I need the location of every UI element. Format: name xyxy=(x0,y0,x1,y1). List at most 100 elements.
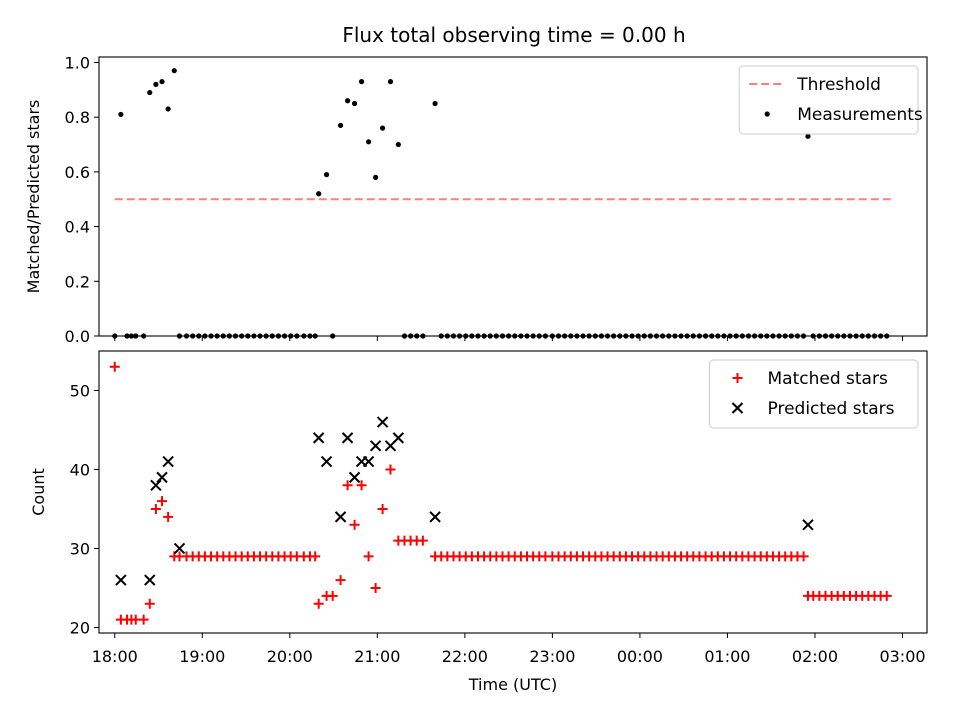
data-point xyxy=(320,455,333,468)
data-point xyxy=(592,333,598,339)
data-point xyxy=(150,479,162,491)
data-point xyxy=(362,455,375,468)
x-tick-label: 22:00 xyxy=(442,647,488,666)
data-point xyxy=(379,125,386,131)
data-point xyxy=(800,333,807,339)
data-point xyxy=(580,333,586,339)
data-point xyxy=(349,519,360,530)
data-point xyxy=(647,333,654,339)
data-point xyxy=(847,333,853,339)
data-point xyxy=(568,333,574,339)
y-tick-label: 1.0 xyxy=(65,53,90,72)
data-point xyxy=(733,333,739,339)
data-point xyxy=(239,333,245,339)
data-point xyxy=(758,333,764,339)
data-point xyxy=(124,333,130,339)
y-tick-label: 50 xyxy=(70,381,90,400)
top-panel: 0.0 0.2 0.4 0.6 0.8 1.0 Matched/Predicted star… xyxy=(24,53,928,346)
data-point xyxy=(865,333,871,339)
data-point xyxy=(147,89,153,96)
data-point xyxy=(739,333,745,339)
data-point xyxy=(463,333,469,339)
data-point xyxy=(623,333,629,339)
legend: Threshold Measurements xyxy=(738,65,923,135)
data-point xyxy=(176,333,183,339)
data-point xyxy=(341,432,354,444)
data-point xyxy=(118,111,124,118)
data-point xyxy=(794,333,801,339)
data-point xyxy=(469,333,475,339)
x-tick-label: 02:00 xyxy=(792,647,838,666)
data-point xyxy=(745,333,752,339)
data-point xyxy=(672,333,678,339)
data-point xyxy=(721,333,727,339)
data-point xyxy=(574,333,580,339)
data-point xyxy=(138,614,149,625)
data-point xyxy=(377,503,388,514)
series-matched-stars xyxy=(109,361,892,625)
x-tick-label: 00:00 xyxy=(617,647,663,666)
data-point xyxy=(881,590,892,601)
data-point xyxy=(376,416,389,428)
data-point xyxy=(269,333,275,339)
data-point xyxy=(171,68,177,74)
y-tick-label: 30 xyxy=(70,539,90,558)
data-point xyxy=(555,333,562,339)
data-point xyxy=(335,575,346,586)
y-tick-label: 0.6 xyxy=(65,163,90,182)
legend-label: Threshold xyxy=(796,75,881,95)
data-point xyxy=(414,333,420,339)
data-point xyxy=(828,333,835,339)
y-tick-label: 0.8 xyxy=(65,108,90,127)
data-point xyxy=(666,333,672,339)
data-point xyxy=(226,333,233,339)
data-point xyxy=(327,590,338,601)
data-point xyxy=(372,174,379,180)
data-point xyxy=(782,333,788,339)
x-tick-label: 21:00 xyxy=(354,647,400,666)
data-point xyxy=(162,455,174,468)
legend-swatch xyxy=(731,402,744,414)
data-point xyxy=(392,432,405,444)
data-point xyxy=(653,333,660,339)
data-point xyxy=(530,333,536,339)
data-point xyxy=(156,471,168,484)
legend-box xyxy=(738,65,919,135)
data-point xyxy=(208,333,214,339)
data-point xyxy=(696,333,703,339)
data-point xyxy=(351,100,358,107)
data-point xyxy=(853,333,859,339)
data-point xyxy=(629,333,635,339)
y-tick-label: 20 xyxy=(70,618,90,637)
data-point xyxy=(165,106,171,112)
data-point xyxy=(542,333,548,339)
data-point xyxy=(635,333,641,339)
legend: Matched stars Predicted stars xyxy=(709,359,919,429)
data-point xyxy=(798,551,809,562)
data-point xyxy=(385,464,396,475)
data-point xyxy=(358,79,365,85)
data-point xyxy=(281,333,288,339)
data-point xyxy=(884,333,890,339)
data-point xyxy=(337,122,344,128)
data-point xyxy=(506,333,512,339)
data-point xyxy=(407,333,414,339)
data-point xyxy=(196,333,202,339)
x-tick-label: 23:00 xyxy=(529,647,575,666)
data-point xyxy=(429,511,441,523)
data-point xyxy=(764,333,770,339)
data-point xyxy=(356,480,367,491)
data-point xyxy=(475,333,481,339)
data-point xyxy=(395,141,401,148)
data-point xyxy=(128,333,134,339)
data-point xyxy=(512,333,518,339)
data-point xyxy=(604,333,611,339)
data-point xyxy=(660,333,666,339)
data-point xyxy=(493,333,499,339)
data-point xyxy=(310,551,321,562)
data-point xyxy=(251,333,257,339)
data-point xyxy=(202,333,208,339)
data-point xyxy=(163,511,174,522)
legend-swatch xyxy=(732,373,743,383)
